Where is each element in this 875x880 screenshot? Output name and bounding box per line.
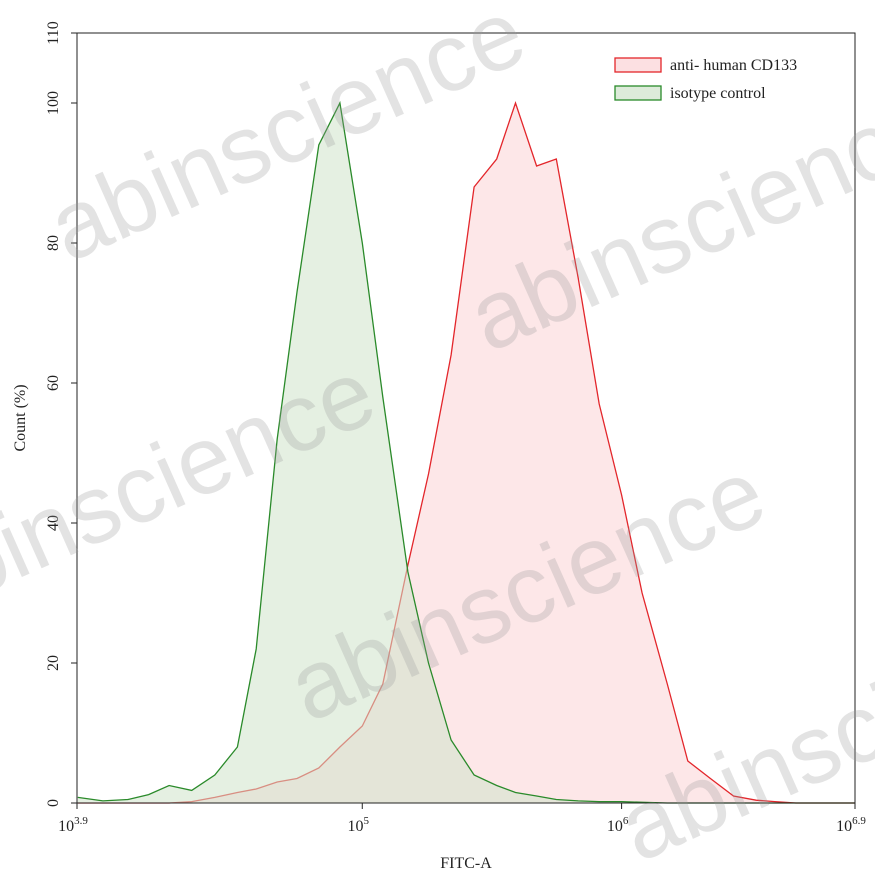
x-tick-exponent: 6 <box>623 815 629 827</box>
x-tick-exponent: 3.9 <box>74 815 88 827</box>
x-tick-base: 10 <box>607 818 623 835</box>
x-tick-label: 106 <box>607 815 629 835</box>
y-tick-label: 100 <box>45 91 62 115</box>
y-tick-label: 80 <box>45 235 62 251</box>
legend-swatch <box>614 85 662 101</box>
x-tick-base: 10 <box>58 818 74 835</box>
plot-frame <box>76 32 856 804</box>
x-tick-base: 10 <box>348 818 364 835</box>
legend-swatch <box>614 57 662 73</box>
x-tick-exponent: 5 <box>364 815 370 827</box>
legend-label: anti- human CD133 <box>670 57 797 74</box>
y-tick-label: 60 <box>45 375 62 391</box>
area <box>77 103 855 803</box>
x-tick-base: 10 <box>836 818 852 835</box>
x-axis-label: FITC-A <box>440 855 492 872</box>
x-tick-label: 103.9 <box>58 815 88 835</box>
y-axis-label: Count (%) <box>12 384 29 451</box>
x-tick-label: 105 <box>348 815 370 835</box>
y-tick-label: 0 <box>45 799 62 807</box>
y-tick-label: 110 <box>45 21 62 44</box>
watermark: abinscience <box>33 0 540 282</box>
legend-label: isotype control <box>670 85 766 102</box>
x-tick-exponent: 6.9 <box>852 815 866 827</box>
area <box>77 103 855 803</box>
y-tick-label: 20 <box>45 655 62 671</box>
x-tick-label: 106.9 <box>836 815 866 835</box>
y-tick-label: 40 <box>45 515 62 531</box>
